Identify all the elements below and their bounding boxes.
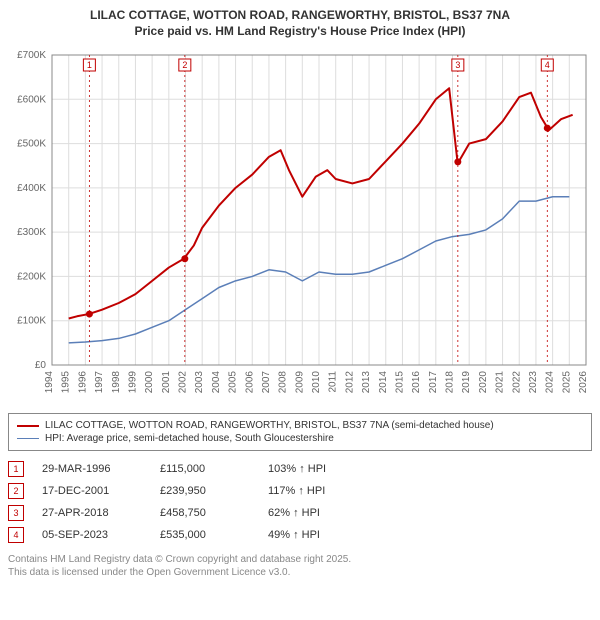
title-line-2: Price paid vs. HM Land Registry's House … [8, 24, 592, 40]
svg-text:1995: 1995 [61, 371, 72, 394]
sale-marker-icon: 3 [8, 505, 24, 521]
svg-text:1994: 1994 [44, 371, 55, 394]
title-line-1: LILAC COTTAGE, WOTTON ROAD, RANGEWORTHY,… [8, 8, 592, 24]
sale-marker-icon: 4 [8, 527, 24, 543]
svg-text:2008: 2008 [278, 371, 289, 394]
svg-text:£600K: £600K [17, 94, 46, 105]
price-chart: £0 £100K £200K £300K £400K £500K £600K £700K 199… [8, 45, 592, 405]
svg-text:2006: 2006 [244, 371, 255, 394]
legend: LILAC COTTAGE, WOTTON ROAD, RANGEWORTHY,… [8, 413, 592, 451]
svg-text:1998: 1998 [111, 371, 122, 394]
svg-text:4: 4 [545, 60, 550, 70]
svg-text:£100K: £100K [17, 316, 46, 327]
sale-price: £535,000 [160, 529, 250, 541]
svg-text:2024: 2024 [545, 371, 556, 394]
sale-price: £239,950 [160, 485, 250, 497]
svg-text:3: 3 [455, 60, 460, 70]
svg-text:2002: 2002 [178, 371, 189, 394]
legend-swatch [17, 425, 39, 427]
sale-vs-hpi: 62% ↑ HPI [268, 507, 388, 519]
svg-text:2010: 2010 [311, 371, 322, 394]
sale-marker-icon: 2 [8, 483, 24, 499]
svg-text:2015: 2015 [394, 371, 405, 394]
svg-text:£200K: £200K [17, 272, 46, 283]
svg-text:2018: 2018 [445, 371, 456, 394]
sale-row: 1 29-MAR-1996 £115,000 103% ↑ HPI [8, 461, 592, 477]
svg-text:2025: 2025 [561, 371, 572, 394]
sale-vs-hpi: 103% ↑ HPI [268, 463, 388, 475]
svg-text:1: 1 [87, 60, 92, 70]
svg-text:2017: 2017 [428, 371, 439, 394]
sale-row: 4 05-SEP-2023 £535,000 49% ↑ HPI [8, 527, 592, 543]
legend-item: HPI: Average price, semi-detached house,… [17, 433, 583, 444]
sale-price: £458,750 [160, 507, 250, 519]
sales-table: 1 29-MAR-1996 £115,000 103% ↑ HPI 2 17-DEC-20… [8, 461, 592, 543]
svg-text:£0: £0 [35, 360, 47, 371]
svg-text:2013: 2013 [361, 371, 372, 394]
legend-swatch [17, 438, 39, 439]
svg-text:2022: 2022 [511, 371, 522, 394]
svg-text:£700K: £700K [17, 50, 46, 61]
sale-date: 29-MAR-1996 [42, 463, 142, 475]
svg-text:1996: 1996 [77, 371, 88, 394]
footer-line-1: Contains HM Land Registry data © Crown c… [8, 553, 592, 566]
svg-text:2016: 2016 [411, 371, 422, 394]
svg-text:£300K: £300K [17, 227, 46, 238]
sale-date: 05-SEP-2023 [42, 529, 142, 541]
svg-text:2026: 2026 [578, 371, 589, 394]
svg-text:2: 2 [182, 60, 187, 70]
svg-text:2009: 2009 [294, 371, 305, 394]
svg-text:2000: 2000 [144, 371, 155, 394]
sale-row: 3 27-APR-2018 £458,750 62% ↑ HPI [8, 505, 592, 521]
svg-text:1997: 1997 [94, 371, 105, 394]
svg-text:2005: 2005 [228, 371, 239, 394]
sale-marker-icon: 1 [8, 461, 24, 477]
svg-text:2023: 2023 [528, 371, 539, 394]
svg-text:2014: 2014 [378, 371, 389, 394]
legend-label: HPI: Average price, semi-detached house,… [45, 433, 334, 444]
svg-text:2011: 2011 [328, 371, 339, 393]
svg-text:£400K: £400K [17, 183, 46, 194]
svg-text:2019: 2019 [461, 371, 472, 394]
svg-text:1999: 1999 [127, 371, 138, 394]
footer-attribution: Contains HM Land Registry data © Crown c… [8, 553, 592, 579]
sale-date: 27-APR-2018 [42, 507, 142, 519]
chart-title: LILAC COTTAGE, WOTTON ROAD, RANGEWORTHY,… [8, 8, 592, 39]
svg-text:2007: 2007 [261, 371, 272, 394]
legend-label: LILAC COTTAGE, WOTTON ROAD, RANGEWORTHY,… [45, 420, 494, 431]
sale-vs-hpi: 49% ↑ HPI [268, 529, 388, 541]
sale-row: 2 17-DEC-2001 £239,950 117% ↑ HPI [8, 483, 592, 499]
svg-text:2021: 2021 [495, 371, 506, 394]
svg-text:2012: 2012 [344, 371, 355, 394]
sale-vs-hpi: 117% ↑ HPI [268, 485, 388, 497]
sale-date: 17-DEC-2001 [42, 485, 142, 497]
svg-text:2004: 2004 [211, 371, 222, 394]
svg-text:2020: 2020 [478, 371, 489, 394]
sale-price: £115,000 [160, 463, 250, 475]
footer-line-2: This data is licensed under the Open Gov… [8, 566, 592, 579]
svg-text:£500K: £500K [17, 139, 46, 150]
svg-text:2001: 2001 [161, 371, 172, 394]
svg-text:2003: 2003 [194, 371, 205, 394]
legend-item: LILAC COTTAGE, WOTTON ROAD, RANGEWORTHY,… [17, 420, 583, 431]
chart-svg: £0 £100K £200K £300K £400K £500K £600K £700K 199… [8, 45, 592, 405]
